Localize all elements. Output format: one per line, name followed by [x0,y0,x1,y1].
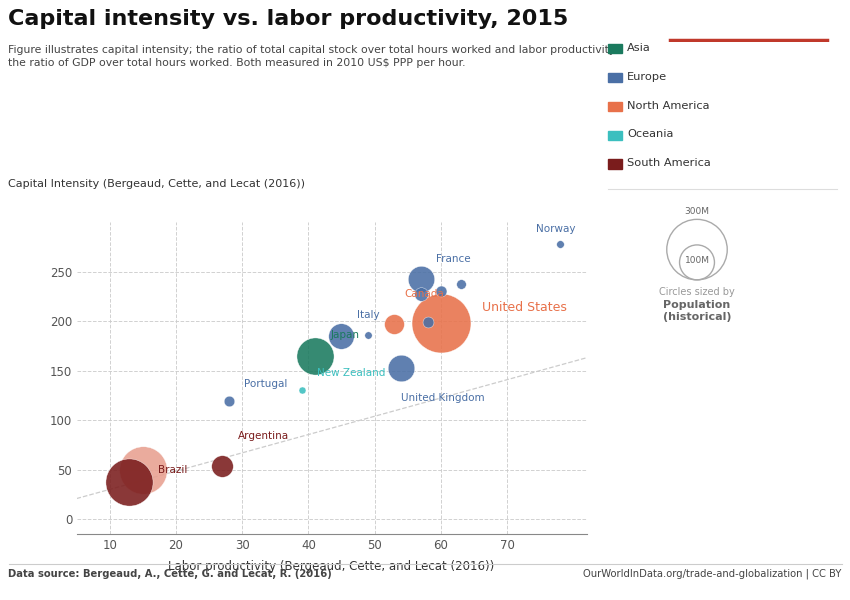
Text: Population: Population [663,300,731,310]
Text: United Kingdom: United Kingdom [401,392,484,403]
Text: Our World: Our World [718,14,778,24]
Text: in Data: in Data [727,28,769,38]
Text: Brazil: Brazil [158,464,187,475]
Text: France: France [436,254,471,264]
Text: Europe: Europe [627,72,667,82]
Text: Italy: Italy [357,310,379,320]
Text: Japan: Japan [331,330,360,340]
Text: OurWorldInData.org/trade-and-globalization | CC BY: OurWorldInData.org/trade-and-globalizati… [583,569,842,579]
Point [309,351,322,361]
Text: North America: North America [627,101,710,110]
Text: Data source: Bergeaud, A., Cette, G. and Lecat, R. (2016): Data source: Bergeaud, A., Cette, G. and… [8,569,332,579]
Point [553,239,567,248]
Point [414,275,428,284]
Point [335,331,348,341]
Text: Argentina: Argentina [237,431,289,440]
Text: New Zealand: New Zealand [317,368,385,378]
Text: Figure illustrates capital intensity; the ratio of total capital stock over tota: Figure illustrates capital intensity; th… [8,45,620,68]
Point [136,465,150,475]
Text: Canada: Canada [405,289,445,299]
Point [295,386,309,395]
Point [434,318,448,328]
Point [361,330,375,340]
Point [414,290,428,299]
Text: Portugal: Portugal [244,379,287,389]
Text: 300M: 300M [684,208,710,217]
Text: United States: United States [482,301,566,314]
Text: Capital intensity vs. labor productivity, 2015: Capital intensity vs. labor productivity… [8,9,569,29]
Text: (historical): (historical) [663,312,731,322]
Text: 100M: 100M [684,256,710,265]
Text: Norway: Norway [536,224,575,235]
Text: Asia: Asia [627,43,651,53]
Point [222,397,235,406]
X-axis label: Labor productivity (Bergeaud, Cette, and Lecat (2016)): Labor productivity (Bergeaud, Cette, and… [168,560,495,573]
Text: Oceania: Oceania [627,130,674,139]
Point [394,363,408,373]
Point [388,319,401,329]
Text: South America: South America [627,158,711,168]
Point [454,280,468,289]
Point [421,317,434,327]
Point [122,477,136,487]
Point [434,287,448,296]
Point [215,461,229,470]
Text: Capital Intensity (Bergeaud, Cette, and Lecat (2016)): Capital Intensity (Bergeaud, Cette, and … [8,179,305,189]
Text: Circles sized by: Circles sized by [659,287,735,297]
